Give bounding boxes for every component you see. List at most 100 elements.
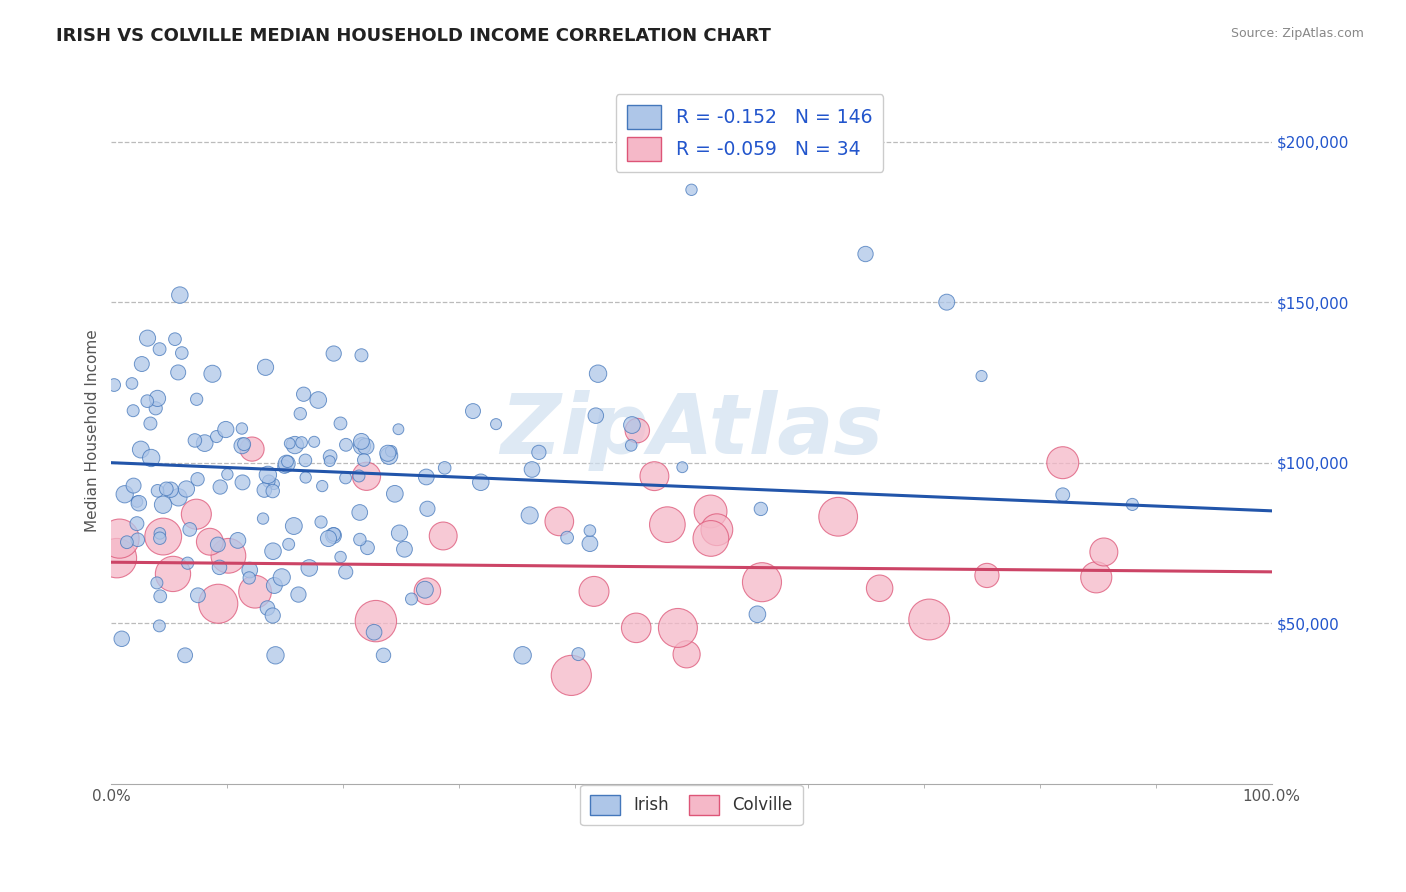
Point xyxy=(700,532,723,546)
Point xyxy=(256,601,278,615)
Point xyxy=(416,501,439,516)
Text: IRISH VS COLVILLE MEDIAN HOUSEHOLD INCOME CORRELATION CHART: IRISH VS COLVILLE MEDIAN HOUSEHOLD INCOM… xyxy=(56,27,770,45)
Point xyxy=(1092,545,1115,559)
Point xyxy=(194,436,217,450)
Point xyxy=(111,632,134,646)
Point xyxy=(388,526,411,541)
Point xyxy=(184,434,207,448)
Point xyxy=(217,467,239,482)
Point xyxy=(413,582,436,597)
Point xyxy=(114,487,136,501)
Point xyxy=(129,442,152,457)
Point xyxy=(1085,570,1108,584)
Point xyxy=(276,457,298,471)
Point xyxy=(163,332,186,346)
Point xyxy=(174,648,197,663)
Point xyxy=(294,453,316,467)
Point xyxy=(579,536,602,550)
Point xyxy=(319,450,342,464)
Point xyxy=(350,348,373,362)
Legend: Irish, Colville: Irish, Colville xyxy=(581,784,803,825)
Point xyxy=(149,342,172,356)
Point xyxy=(416,584,439,599)
Point xyxy=(555,531,578,545)
Point xyxy=(273,459,295,474)
Point xyxy=(226,533,249,548)
Point xyxy=(675,648,697,662)
Point xyxy=(976,568,998,582)
Point xyxy=(620,438,643,452)
Point xyxy=(643,469,665,483)
Point xyxy=(485,417,508,431)
Point xyxy=(329,417,352,431)
Point xyxy=(240,442,263,456)
Point xyxy=(433,461,456,475)
Point xyxy=(167,491,190,505)
Point xyxy=(350,439,373,453)
Point xyxy=(121,376,143,391)
Point xyxy=(657,517,679,532)
Point xyxy=(298,561,321,575)
Point xyxy=(354,439,377,453)
Point xyxy=(187,588,209,602)
Point xyxy=(146,392,169,406)
Point xyxy=(1052,456,1074,470)
Point xyxy=(122,478,145,492)
Point xyxy=(394,542,416,557)
Point xyxy=(287,588,309,602)
Point xyxy=(115,535,138,549)
Point xyxy=(136,331,159,345)
Point xyxy=(290,435,312,450)
Point xyxy=(671,460,693,475)
Point xyxy=(179,523,201,537)
Text: Source: ZipAtlas.com: Source: ZipAtlas.com xyxy=(1230,27,1364,40)
Point xyxy=(152,530,174,544)
Point xyxy=(262,484,284,499)
Point xyxy=(283,519,305,533)
Point xyxy=(461,404,484,418)
Point xyxy=(349,533,371,547)
Point xyxy=(970,369,993,384)
Point xyxy=(363,625,385,640)
Point xyxy=(322,528,344,542)
Point xyxy=(1121,498,1143,512)
Point xyxy=(706,523,728,537)
Point xyxy=(586,367,609,381)
Point xyxy=(170,346,193,360)
Point xyxy=(122,403,145,417)
Point xyxy=(136,394,159,409)
Point xyxy=(470,475,492,490)
Point xyxy=(252,511,274,525)
Point xyxy=(620,418,643,433)
Point xyxy=(307,392,329,407)
Point xyxy=(215,423,238,437)
Point xyxy=(152,498,174,512)
Point xyxy=(749,502,772,516)
Point xyxy=(560,668,582,682)
Point xyxy=(146,483,169,498)
Text: ZipAtlas: ZipAtlas xyxy=(501,390,883,471)
Point xyxy=(585,409,607,423)
Point xyxy=(432,529,454,543)
Point xyxy=(335,438,357,452)
Point xyxy=(302,434,325,449)
Point xyxy=(935,295,957,310)
Point xyxy=(290,407,312,421)
Point xyxy=(918,613,941,627)
Point xyxy=(277,537,299,551)
Point xyxy=(567,647,589,661)
Point xyxy=(167,366,190,380)
Point xyxy=(378,449,401,463)
Point xyxy=(145,401,167,416)
Point xyxy=(148,619,170,633)
Point xyxy=(347,469,370,483)
Point xyxy=(233,437,256,451)
Point xyxy=(141,450,163,465)
Point xyxy=(159,483,181,497)
Point xyxy=(243,584,266,599)
Point xyxy=(169,288,191,302)
Point xyxy=(205,429,228,443)
Point xyxy=(146,575,169,590)
Point xyxy=(356,469,378,483)
Point xyxy=(364,614,387,628)
